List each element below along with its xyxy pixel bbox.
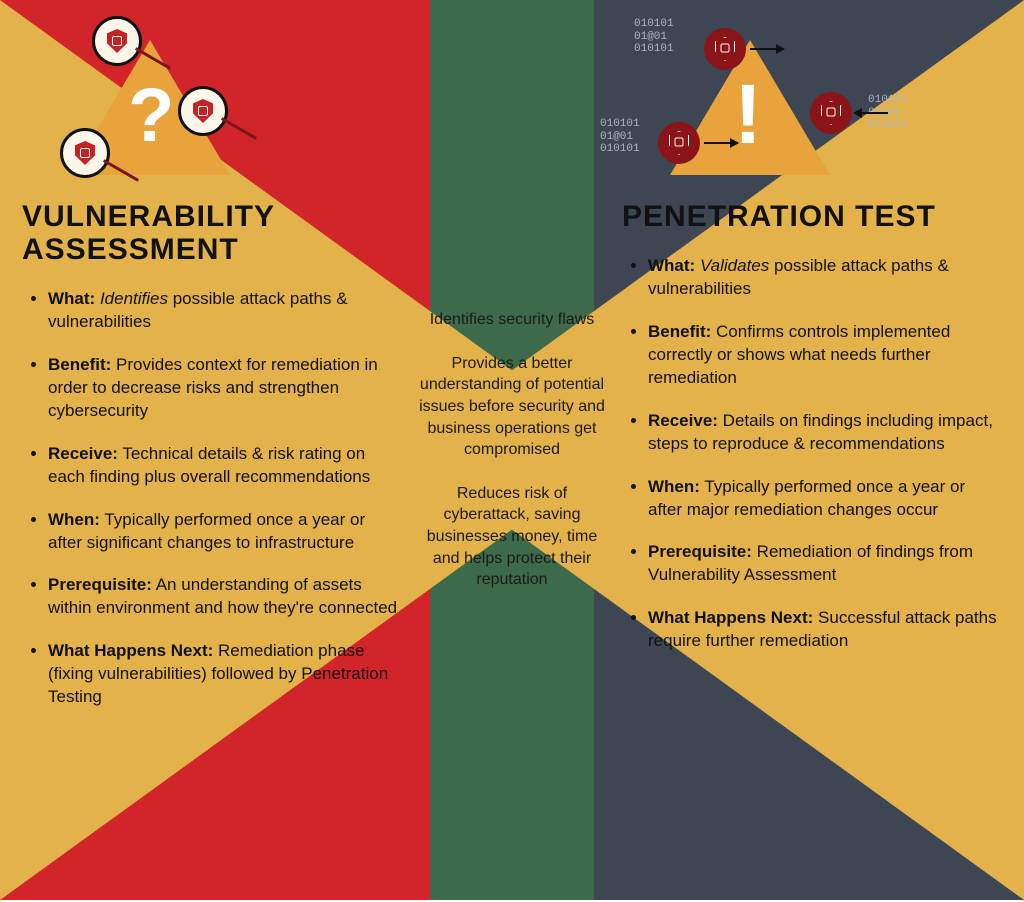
left-title: VULNERABILITY ASSESSMENT bbox=[22, 200, 402, 266]
item-label: Benefit: bbox=[48, 355, 111, 374]
item-label: What Happens Next: bbox=[48, 641, 213, 660]
left-icon-cluster: ? bbox=[20, 10, 300, 200]
list-item: Prerequisite: Remediation of findings fr… bbox=[648, 541, 1002, 587]
item-label: When: bbox=[48, 510, 100, 529]
list-item: When: Typically performed once a year or… bbox=[48, 509, 402, 555]
shield-icon bbox=[669, 131, 689, 155]
binary-text: 010101 01@01 010101 bbox=[600, 118, 640, 156]
list-item: Receive: Technical details & risk rating… bbox=[48, 443, 402, 489]
center-text-1: Identifies security flaws bbox=[430, 309, 595, 331]
item-emph: Validates bbox=[700, 256, 769, 275]
vulnerability-assessment-section: VULNERABILITY ASSESSMENT What: Identifie… bbox=[22, 200, 402, 729]
center-text-3: Reduces risk of cyberattack, saving busi… bbox=[412, 483, 612, 591]
magnifier-shield-icon bbox=[60, 128, 110, 178]
item-emph: Identifies bbox=[100, 289, 168, 308]
center-text-2: Provides a better understanding of poten… bbox=[412, 353, 612, 461]
shield-icon bbox=[715, 37, 735, 61]
list-item: What Happens Next: Successful attack pat… bbox=[648, 607, 1002, 653]
list-item: Prerequisite: An understanding of assets… bbox=[48, 574, 402, 620]
item-label: What: bbox=[648, 256, 695, 275]
item-label: When: bbox=[648, 477, 700, 496]
shield-badge-icon bbox=[704, 28, 746, 70]
question-mark-icon: ? bbox=[128, 72, 174, 159]
infographic-canvas: ? ! 010101 01@01 010101 010101 01@01 010… bbox=[0, 0, 1024, 900]
arrow-right-icon bbox=[750, 48, 784, 50]
shield-icon bbox=[107, 29, 127, 53]
list-item: Receive: Details on findings including i… bbox=[648, 410, 1002, 456]
penetration-test-section: PENETRATION TEST What: Validates possibl… bbox=[622, 200, 1002, 673]
shield-icon bbox=[75, 141, 95, 165]
binary-text: 010101 01@01 010101 bbox=[634, 18, 674, 56]
item-label: Prerequisite: bbox=[48, 575, 152, 594]
list-item: When: Typically performed once a year or… bbox=[648, 476, 1002, 522]
arrow-left-icon bbox=[854, 112, 888, 114]
item-label: Benefit: bbox=[648, 322, 711, 341]
list-item: Benefit: Provides context for remediatio… bbox=[48, 354, 402, 423]
right-list: What: Validates possible attack paths & … bbox=[622, 255, 1002, 653]
left-list: What: Identifies possible attack paths &… bbox=[22, 288, 402, 709]
list-item: What Happens Next: Remediation phase (fi… bbox=[48, 640, 402, 709]
shield-icon bbox=[193, 99, 213, 123]
item-label: What Happens Next: bbox=[648, 608, 813, 627]
shield-icon bbox=[821, 101, 841, 125]
item-label: What: bbox=[48, 289, 95, 308]
list-item: What: Identifies possible attack paths &… bbox=[48, 288, 402, 334]
arrow-right-icon bbox=[704, 142, 738, 144]
center-overlap-section: Identifies security flaws Provides a bet… bbox=[382, 130, 642, 770]
shield-badge-icon bbox=[658, 122, 700, 164]
item-label: Receive: bbox=[648, 411, 718, 430]
exclamation-mark-icon: ! bbox=[734, 66, 762, 163]
item-label: Receive: bbox=[48, 444, 118, 463]
shield-badge-icon bbox=[810, 92, 852, 134]
magnifier-shield-icon bbox=[178, 86, 228, 136]
list-item: What: Validates possible attack paths & … bbox=[648, 255, 1002, 301]
magnifier-shield-icon bbox=[92, 16, 142, 66]
list-item: Benefit: Confirms controls implemented c… bbox=[648, 321, 1002, 390]
right-icon-cluster: ! 010101 01@01 010101 010101 01@01 01010… bbox=[610, 10, 890, 200]
right-title: PENETRATION TEST bbox=[622, 200, 1002, 233]
item-label: Prerequisite: bbox=[648, 542, 752, 561]
